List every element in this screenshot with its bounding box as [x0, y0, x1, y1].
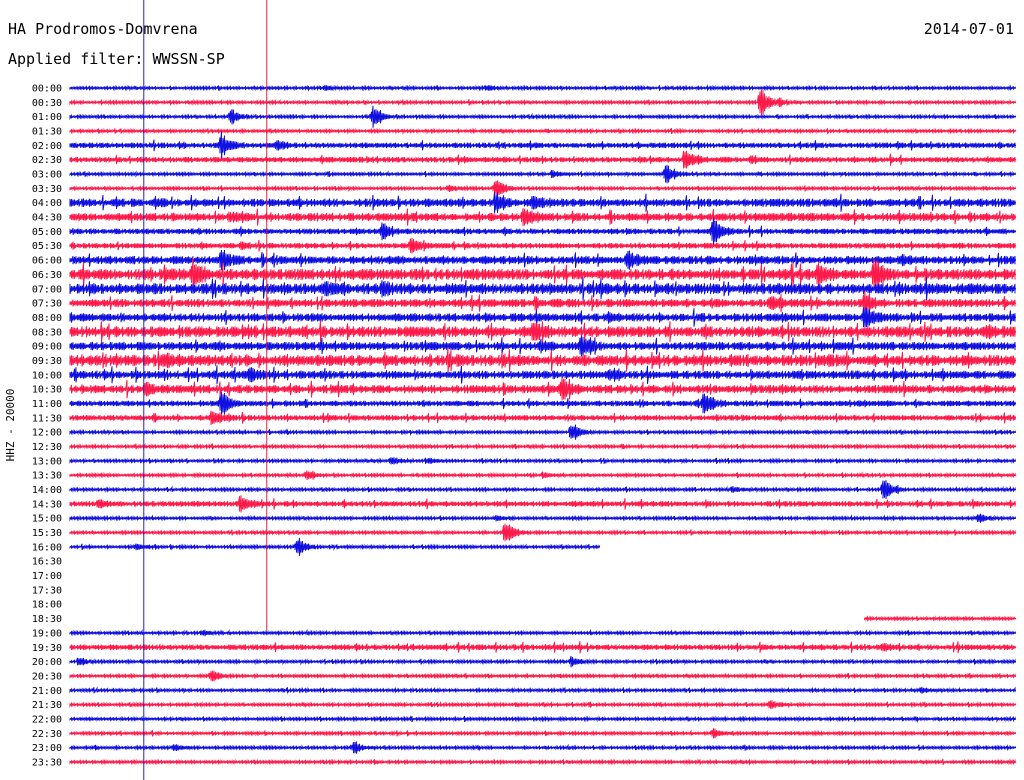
time-tick-label: 05:30	[32, 241, 62, 252]
time-tick-label: 21:30	[32, 700, 62, 711]
time-tick-label: 19:30	[32, 643, 62, 654]
time-tick-label: 00:00	[32, 84, 62, 95]
time-tick-label: 04:30	[32, 213, 62, 224]
time-tick-label: 12:00	[32, 428, 62, 439]
time-tick-label: 09:30	[32, 356, 62, 367]
time-tick-label: 17:00	[32, 571, 62, 582]
trace-1600	[69, 537, 600, 556]
time-tick-label: 06:30	[32, 270, 62, 281]
time-tick-label: 19:00	[32, 628, 62, 639]
time-tick-label: 17:30	[32, 585, 62, 596]
time-tick-label: 03:00	[32, 170, 62, 181]
time-tick-label: 11:30	[32, 413, 62, 424]
time-tick-label: 23:00	[32, 743, 62, 754]
time-tick-label: 22:30	[32, 729, 62, 740]
time-tick-label: 10:30	[32, 385, 62, 396]
time-tick-label: 05:00	[32, 227, 62, 238]
time-tick-label: 15:30	[32, 528, 62, 539]
time-tick-label: 15:00	[32, 514, 62, 525]
station-title: HA Prodromos-Domvrena	[8, 20, 198, 38]
time-tick-label: 02:30	[32, 155, 62, 166]
time-tick-label: 13:00	[32, 456, 62, 467]
y-axis-label: HHZ - 20000	[4, 389, 17, 462]
time-tick-label: 20:00	[32, 657, 62, 668]
time-tick-label: 12:30	[32, 442, 62, 453]
time-tick-label: 16:30	[32, 557, 62, 568]
time-tick-labels: 00:00 00:30 01:00 01:30 02:00 02:30 03:00 03:30…	[32, 84, 62, 769]
time-tick-label: 21:00	[32, 686, 62, 697]
time-tick-label: 03:30	[32, 184, 62, 195]
time-tick-label: 08:30	[32, 327, 62, 338]
time-tick-label: 11:00	[32, 399, 62, 410]
time-tick-label: 18:30	[32, 614, 62, 625]
time-tick-label: 08:00	[32, 313, 62, 324]
filter-label: Applied filter: WWSSN-SP	[8, 50, 225, 68]
time-tick-label: 22:00	[32, 714, 62, 725]
time-tick-label: 13:30	[32, 471, 62, 482]
time-tick-label: 07:30	[32, 299, 62, 310]
time-tick-label: 18:00	[32, 600, 62, 611]
time-tick-label: 14:30	[32, 499, 62, 510]
time-tick-label: 20:30	[32, 671, 62, 682]
time-tick-label: 09:00	[32, 342, 62, 353]
time-tick-label: 16:00	[32, 542, 62, 553]
time-tick-label: 23:30	[32, 757, 62, 768]
time-tick-label: 04:00	[32, 198, 62, 209]
time-tick-label: 02:00	[32, 141, 62, 152]
time-markers	[143, 0, 268, 780]
date-label: 2014-07-01	[923, 20, 1014, 38]
time-tick-label: 06:00	[32, 256, 62, 267]
time-tick-label: 01:00	[32, 112, 62, 123]
time-tick-label: 10:00	[32, 370, 62, 381]
time-tick-label: 07:00	[32, 284, 62, 295]
trace-rows	[69, 84, 1016, 766]
time-tick-label: 14:00	[32, 485, 62, 496]
time-tick-label: 01:30	[32, 127, 62, 138]
time-tick-label: 00:30	[32, 98, 62, 109]
